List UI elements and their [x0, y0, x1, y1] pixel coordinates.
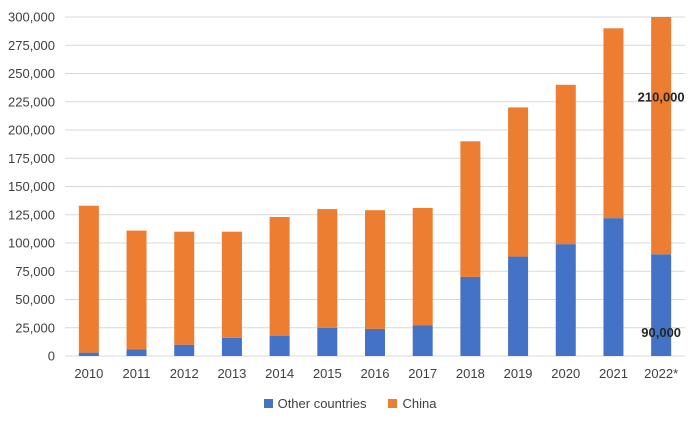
bar-other-countries-2017	[412, 325, 433, 356]
x-tick-label: 2021	[599, 366, 628, 381]
legend-label-other-countries: Other countries	[277, 396, 367, 411]
bar-china-2014	[269, 217, 290, 336]
bar-china-2015	[317, 209, 338, 328]
y-tick-label: 250,000	[8, 66, 55, 81]
bar-china-2022	[651, 17, 672, 255]
y-tick-label: 125,000	[8, 207, 55, 222]
legend-item-china: China	[388, 396, 436, 411]
y-tick-label: 275,000	[8, 38, 55, 53]
x-tick-label: 2019	[504, 366, 533, 381]
legend-label-china: China	[402, 396, 437, 411]
bar-other-countries-2016	[365, 328, 385, 356]
y-tick-label: 175,000	[8, 151, 55, 166]
y-tick-label: 225,000	[8, 94, 55, 109]
bar-china-2011	[126, 230, 147, 350]
bar-other-countries-2012	[174, 344, 195, 356]
x-tick-label: 2011	[123, 366, 151, 381]
bar-other-countries-2019	[508, 256, 529, 356]
x-tick-label: 2016	[361, 366, 390, 381]
y-axis-tick-labels: 0 25,000 50,000 75,000 100,000 125,000 150,000…	[8, 10, 55, 364]
bar-china-2018	[460, 141, 481, 277]
x-tick-label: 2013	[217, 366, 246, 381]
x-tick-label: 2022*	[644, 366, 678, 381]
x-tick-label: 2017	[408, 366, 437, 381]
bar-other-countries-2021	[603, 218, 624, 356]
data-label: 210,000	[638, 90, 685, 105]
y-tick-label: 75,000	[15, 264, 55, 279]
x-tick-label: 2018	[456, 366, 485, 381]
y-tick-label: 200,000	[8, 123, 55, 138]
y-tick-label: 25,000	[15, 320, 55, 335]
bar-china-2020	[555, 84, 576, 245]
x-tick-label: 2012	[170, 366, 199, 381]
x-tick-label: 2020	[551, 366, 580, 381]
bar-china-2016	[365, 210, 385, 329]
legend-swatch-other-countries	[263, 399, 273, 408]
bar-other-countries-2010	[78, 352, 99, 356]
bar-other-countries-2013	[221, 337, 242, 356]
legend-swatch-china	[388, 399, 398, 408]
bar-china-2017	[412, 207, 433, 326]
y-tick-label: 150,000	[8, 179, 55, 194]
bar-china-2013	[221, 231, 242, 338]
bar-china-2019	[508, 107, 529, 257]
x-tick-label: 2010	[74, 366, 103, 381]
bar-other-countries-2018	[460, 276, 481, 356]
legend-item-other-countries: Other countries	[263, 396, 367, 411]
y-tick-label: 100,000	[8, 236, 55, 251]
bar-china-2021	[603, 28, 624, 219]
x-axis-tick-labels: 2010 2011 2012 2013 2014 2015 2016 2017 2018 2019…	[74, 366, 678, 381]
bar-other-countries-2011	[126, 349, 147, 356]
stacked-bar-chart: 0 25,000 50,000 75,000 100,000 125,000 150,000…	[8, 10, 685, 381]
x-tick-label: 2015	[313, 366, 342, 381]
bar-china-2012	[174, 231, 195, 345]
data-labels: 210,000 90,000	[638, 90, 685, 340]
bar-other-countries-2020	[555, 244, 576, 356]
x-tick-label: 2014	[265, 366, 294, 381]
bars	[78, 17, 672, 356]
bar-other-countries-2015	[317, 327, 338, 356]
bar-other-countries-2022	[651, 254, 672, 356]
bar-china-2010	[78, 205, 99, 353]
y-tick-label: 50,000	[15, 292, 55, 307]
data-label: 90,000	[641, 325, 681, 340]
bar-other-countries-2014	[269, 335, 290, 356]
legend: Other countries China	[0, 396, 700, 411]
y-tick-label: 300,000	[8, 10, 55, 25]
y-tick-label: 0	[48, 349, 55, 364]
